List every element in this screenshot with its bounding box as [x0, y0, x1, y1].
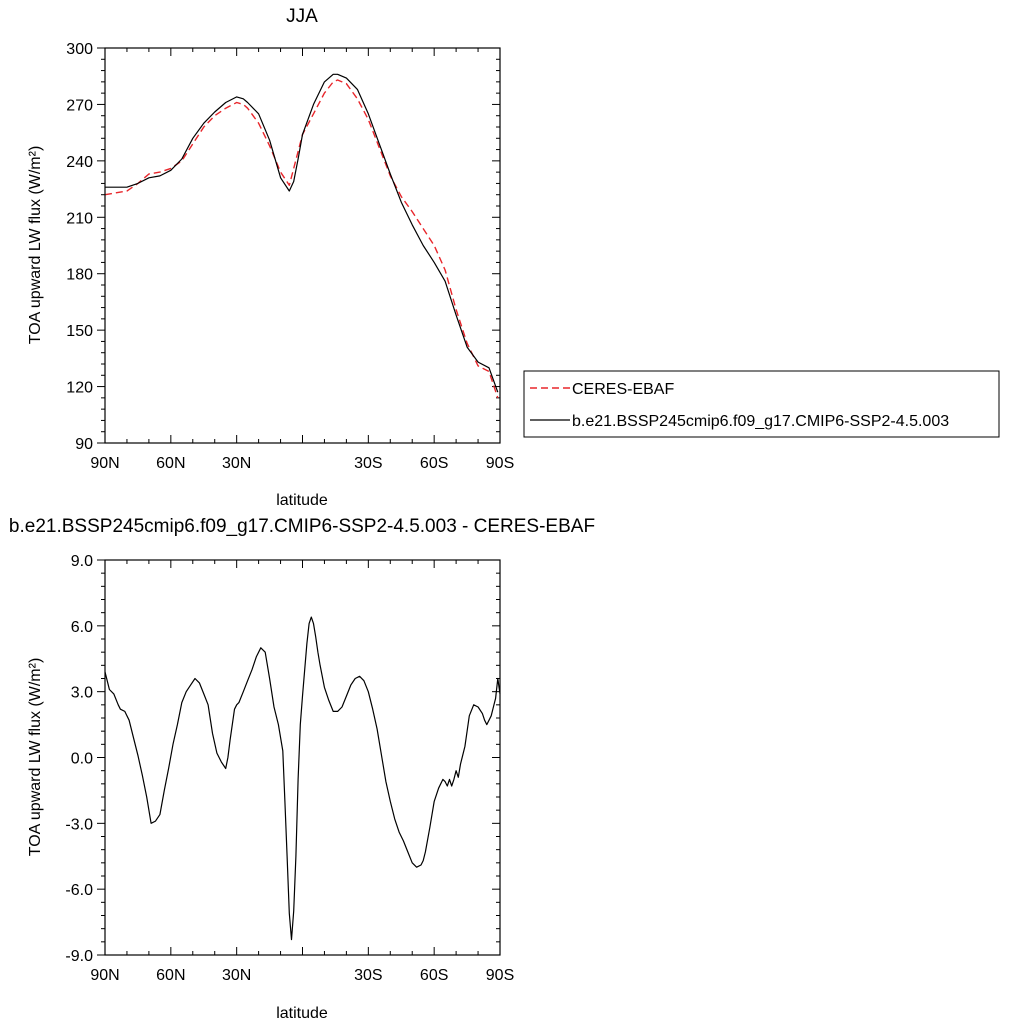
- y-tick-label: 120: [66, 380, 93, 397]
- x-tick-label: 30N: [222, 455, 251, 472]
- series-line-ceres-ebaf: [104, 79, 499, 399]
- y-tick-label: 240: [66, 154, 93, 171]
- x-tick-label: 90N: [90, 455, 119, 472]
- chart-top-series: [104, 73, 499, 399]
- legend-label-model: b.e21.BSSP245cmip6.f09_g17.CMIP6-SSP2-4.…: [572, 413, 949, 430]
- series-line-b-e21-bssp245cmip6-f09-g17-cmi: [105, 73, 499, 393]
- chart-top-tick-labels: 90N 60N 30N 30S 60S 90S 90 120 150 180 210 240 270 30…: [66, 41, 514, 472]
- chart-top-title: JJA: [286, 6, 318, 27]
- y-tick-label: 9.0: [71, 553, 93, 570]
- y-tick-label: 210: [66, 210, 93, 227]
- y-tick-label: -9.0: [65, 948, 93, 965]
- chart-bottom: b.e21.BSSP245cmip6.f09_g17.CMIP6-SSP2-4.…: [9, 516, 595, 1022]
- chart-bottom-ticks: [97, 559, 501, 956]
- chart-bottom-series: [104, 616, 501, 941]
- y-tick-label: 3.0: [71, 685, 93, 702]
- chart-bottom-title: b.e21.BSSP245cmip6.f09_g17.CMIP6-SSP2-4.…: [9, 516, 595, 537]
- series-line-difference: [104, 616, 501, 941]
- x-tick-label: 60S: [420, 967, 448, 984]
- y-tick-label: 270: [66, 97, 93, 114]
- y-tick-label: 90: [75, 436, 93, 453]
- x-tick-label: 90S: [486, 455, 514, 472]
- x-tick-label: 60N: [156, 455, 185, 472]
- chart-bottom-tick-labels: 90N 60N 30N 30S 60S 90S -9.0 -6.0 -3.0 0.0 3.0 6.0 9…: [65, 553, 514, 984]
- x-tick-label: 30S: [354, 967, 382, 984]
- chart-top-ylabel: TOA upward LW flux (W/m²): [27, 146, 44, 345]
- y-tick-label: -6.0: [65, 882, 93, 899]
- x-tick-label: 90S: [486, 967, 514, 984]
- y-tick-label: 0.0: [71, 751, 93, 768]
- legend: CERES-EBAF b.e21.BSSP245cmip6.f09_g17.CM…: [523, 370, 1000, 438]
- x-tick-label: 60S: [420, 455, 448, 472]
- y-tick-label: 180: [66, 267, 93, 284]
- legend-box: [523, 370, 1000, 438]
- chart-top: JJA 90N 60N 30N 30S 60S 90S 90 120 150 180 210 240 2…: [27, 6, 1000, 509]
- y-tick-label: 300: [66, 41, 93, 58]
- chart-top-frame: [104, 47, 501, 444]
- x-tick-label: 30S: [354, 455, 382, 472]
- x-tick-label: 90N: [90, 967, 119, 984]
- chart-top-ticks: [97, 47, 501, 444]
- chart-top-xlabel: latitude: [276, 492, 328, 509]
- x-tick-label: 60N: [156, 967, 185, 984]
- chart-bottom-xlabel: latitude: [276, 1005, 328, 1022]
- y-tick-label: 150: [66, 323, 93, 340]
- chart-bottom-frame: [104, 559, 501, 956]
- chart-bottom-ylabel: TOA upward LW flux (W/m²): [27, 658, 44, 857]
- y-tick-label: -3.0: [65, 816, 93, 833]
- y-tick-label: 6.0: [71, 619, 93, 636]
- x-tick-label: 30N: [222, 967, 251, 984]
- legend-label-ceres: CERES-EBAF: [572, 381, 674, 398]
